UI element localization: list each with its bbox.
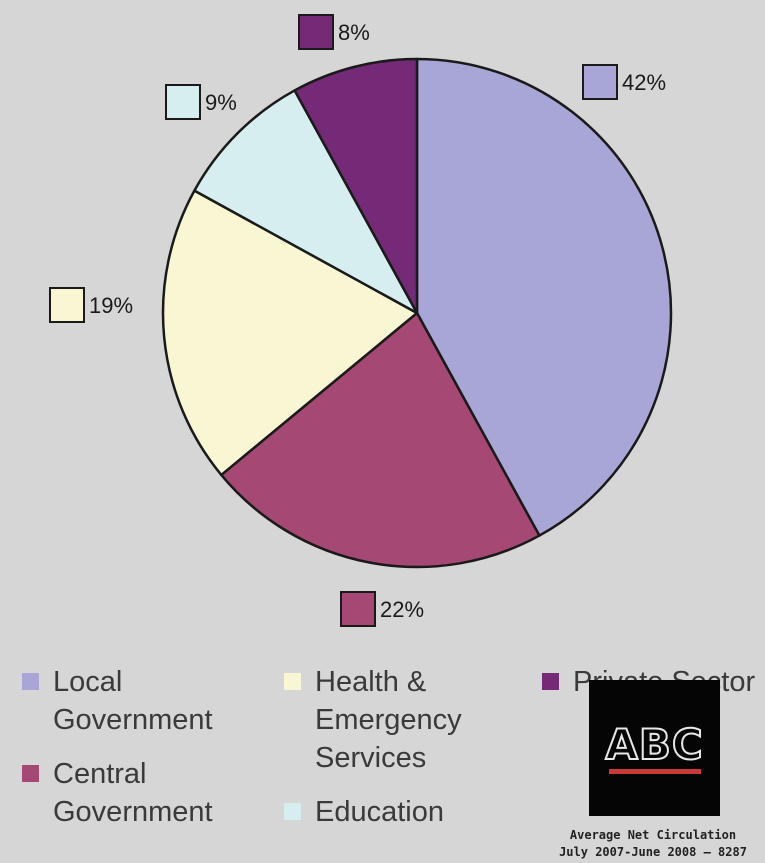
legend-item-central-government: Central Government: [22, 755, 213, 831]
legend-swatch-local-government: [22, 673, 39, 690]
pie-slice-health-emergency-services: [161, 189, 419, 477]
data-label-box-health-emergency-services: [49, 287, 85, 323]
circulation-caption-line-2: July 2007-June 2008 – 8287: [559, 845, 747, 859]
data-label-health-emergency-services: 19%: [89, 293, 133, 318]
circulation-caption: Average Net Circulation July 2007-June 2…: [535, 827, 765, 861]
legend-item-local-government: Local Government: [22, 663, 213, 739]
circulation-caption-line-1: Average Net Circulation: [569, 828, 737, 842]
legend-swatch-health-emergency-services: [284, 673, 301, 690]
abc-logo-text: ABC: [604, 719, 704, 769]
pie-slice-private-sector: [293, 57, 419, 315]
data-label-local-government: 42%: [622, 70, 666, 95]
abc-logo-bar: [608, 768, 701, 774]
data-label-box-central-government: [340, 591, 376, 627]
data-label-box-private-sector: [298, 14, 334, 50]
data-label-education: 9%: [205, 90, 237, 115]
pie-slice-education: [193, 89, 419, 315]
legend-item-education: Education: [284, 793, 444, 831]
legend-label-local-government: Local Government: [53, 666, 213, 736]
pie-slice-local-government: [415, 57, 673, 537]
legend-label-health-emergency-services: Health & Emergency Services: [315, 666, 462, 774]
legend-swatch-private-sector: [542, 673, 559, 690]
legend-item-health-emergency-services: Health & Emergency Services: [284, 663, 462, 777]
legend-swatch-education: [284, 803, 301, 820]
legend-label-education: Education: [315, 796, 444, 828]
pie-slice-central-government: [220, 311, 541, 569]
legend-label-central-government: Central Government: [53, 758, 213, 828]
data-label-private-sector: 8%: [338, 20, 370, 45]
pie-chart: 42% 22% 19% 9% 8%: [49, 14, 673, 627]
data-label-central-government: 22%: [380, 597, 424, 622]
abc-logo: ABC: [589, 680, 720, 816]
legend-swatch-central-government: [22, 765, 39, 782]
data-label-box-education: [165, 84, 201, 120]
data-label-box-local-government: [582, 64, 618, 100]
